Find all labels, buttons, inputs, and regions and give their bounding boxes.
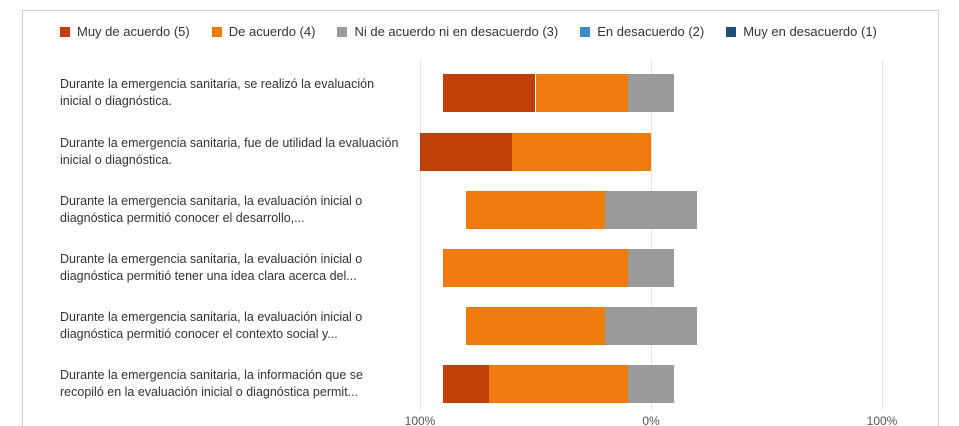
legend-label: Muy de acuerdo (5)	[77, 24, 190, 39]
legend-swatch	[211, 26, 222, 37]
category-label: Durante la emergencia sanitaria, la eval…	[60, 252, 363, 283]
x-tick-label: 0%	[642, 414, 660, 426]
legend-item: Ni de acuerdo ni en desacuerdo (3)	[337, 24, 558, 39]
legend-item: En desacuerdo (2)	[580, 24, 704, 39]
legend-item: De acuerdo (4)	[211, 24, 316, 39]
legend-label: Muy en desacuerdo (1)	[743, 24, 877, 39]
category-label: Durante la emergencia sanitaria, se real…	[60, 77, 375, 108]
legend-item: Muy en desacuerdo (1)	[726, 24, 877, 39]
bar-segment	[443, 249, 628, 287]
bar-segment	[443, 365, 490, 403]
bar-segment	[443, 74, 536, 112]
legend-swatch	[60, 26, 70, 37]
category-label: Durante la emergencia sanitaria, la eval…	[60, 310, 363, 341]
bar-segment	[604, 191, 698, 229]
legend-label: De acuerdo (4)	[228, 24, 316, 39]
legend: Muy de acuerdo (5) De acuerdo (4) Ni de ac…	[60, 24, 877, 39]
x-tick-label: 100%	[404, 414, 436, 426]
bar-segment	[489, 365, 628, 403]
category-label: Durante la emergencia sanitaria, la eval…	[60, 194, 363, 225]
bar-segment	[535, 74, 628, 112]
bar-segment	[512, 133, 651, 171]
x-tick-label: 100%	[866, 414, 898, 426]
legend-swatch	[726, 26, 737, 37]
bar-segment	[604, 307, 698, 345]
category-label: Durante la emergencia sanitaria, fue de …	[60, 136, 399, 167]
frame	[22, 10, 939, 426]
bar-segment	[627, 74, 675, 112]
legend-item: Muy de acuerdo (5)	[60, 24, 190, 39]
bar-segment	[466, 191, 605, 229]
category-label: Durante la emergencia sanitaria, la info…	[60, 368, 363, 399]
bar-segment	[466, 307, 605, 345]
grid-line	[882, 60, 883, 410]
bar-segment	[420, 133, 513, 171]
bar-segment	[627, 249, 675, 287]
legend-label: Ni de acuerdo ni en desacuerdo (3)	[354, 24, 559, 39]
bar-segment	[627, 365, 675, 403]
legend-label: En desacuerdo (2)	[597, 24, 705, 39]
legend-swatch	[337, 26, 348, 37]
legend-swatch	[580, 26, 591, 37]
grid-line	[420, 60, 421, 410]
grid-line	[651, 60, 652, 410]
